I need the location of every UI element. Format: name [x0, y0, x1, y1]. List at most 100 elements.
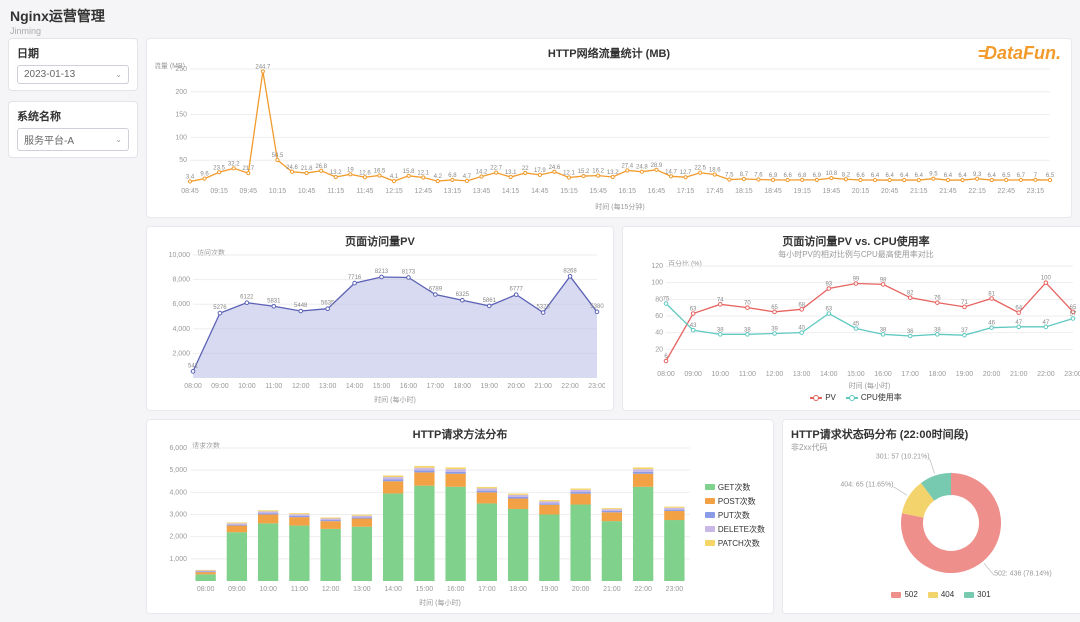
svg-text:15:45: 15:45: [589, 188, 607, 195]
svg-text:16:00: 16:00: [447, 586, 465, 593]
svg-text:16:45: 16:45: [648, 188, 666, 195]
svg-text:9.3: 9.3: [973, 172, 982, 178]
date-field: 日期 2023-01-13 ⌄: [8, 38, 138, 91]
page-title: Nginx运营管理: [10, 6, 1070, 26]
svg-text:26.8: 26.8: [315, 164, 327, 170]
svg-text:8.2: 8.2: [842, 172, 851, 178]
svg-text:23:00: 23:00: [1064, 371, 1080, 378]
svg-text:12:00: 12:00: [766, 371, 784, 378]
svg-text:82: 82: [907, 291, 914, 297]
svg-text:22:00: 22:00: [561, 383, 579, 390]
svg-text:11:45: 11:45: [356, 188, 373, 195]
svg-text:21:00: 21:00: [534, 383, 552, 390]
svg-text:17.9: 17.9: [534, 168, 546, 174]
svg-text:22.7: 22.7: [490, 166, 502, 172]
pvcpu-title: 页面访问量PV vs. CPU使用率: [631, 233, 1080, 249]
svg-text:22:45: 22:45: [998, 188, 1016, 195]
svg-text:5635: 5635: [321, 301, 335, 307]
svg-text:74: 74: [717, 297, 724, 303]
legend-cpu: CPU使用率: [861, 392, 902, 403]
svg-text:4.7: 4.7: [463, 174, 472, 180]
svg-text:12:15: 12:15: [385, 188, 403, 195]
svg-text:100: 100: [651, 280, 663, 287]
svg-text:6.5: 6.5: [1002, 173, 1011, 179]
pvcpu-panel: 页面访问量PV vs. CPU使用率 每小时PV的相对比例与CPU最高使用率对比…: [622, 226, 1080, 411]
svg-text:40: 40: [798, 326, 805, 332]
svg-text:40: 40: [655, 330, 663, 337]
svg-text:13.2: 13.2: [330, 170, 342, 176]
svg-text:5323: 5323: [536, 305, 550, 311]
svg-text:13:00: 13:00: [319, 383, 337, 390]
svg-text:18.6: 18.6: [709, 168, 721, 174]
svg-text:301: 57 (10.21%): 301: 57 (10.21%): [876, 453, 930, 460]
svg-text:13.2: 13.2: [607, 170, 619, 176]
pv-title: 页面访问量PV: [155, 233, 605, 249]
svg-text:43: 43: [690, 323, 697, 329]
svg-text:4.1: 4.1: [390, 174, 399, 180]
svg-text:250: 250: [175, 66, 187, 73]
svg-text:17:00: 17:00: [427, 383, 445, 390]
svg-text:28.9: 28.9: [651, 163, 663, 169]
svg-text:09:00: 09:00: [211, 383, 229, 390]
svg-text:18:00: 18:00: [454, 383, 472, 390]
pvcpu-subtitle: 每小时PV的相对比例与CPU最高使用率对比: [631, 249, 1080, 260]
svg-text:16.5: 16.5: [374, 168, 386, 174]
date-value: 2023-01-13: [24, 69, 75, 80]
svg-text:39: 39: [771, 327, 778, 333]
svg-text:6.9: 6.9: [769, 173, 778, 179]
svg-text:24.6: 24.6: [286, 165, 298, 171]
svg-text:20:00: 20:00: [983, 371, 1001, 378]
date-select[interactable]: 2023-01-13 ⌄: [17, 65, 129, 84]
svg-text:11:00: 11:00: [739, 371, 756, 378]
svg-text:36: 36: [907, 329, 914, 335]
svg-text:16:15: 16:15: [619, 188, 637, 195]
svg-text:12:00: 12:00: [322, 586, 340, 593]
svg-text:11:00: 11:00: [291, 586, 308, 593]
svg-text:14.7: 14.7: [665, 169, 677, 175]
svg-text:65: 65: [1070, 305, 1077, 311]
svg-text:21:00: 21:00: [1010, 371, 1028, 378]
system-select[interactable]: 服务平台-A ⌄: [17, 128, 129, 151]
svg-text:38: 38: [744, 327, 751, 333]
methods-title: HTTP请求方法分布: [155, 426, 765, 442]
svg-text:50.5: 50.5: [272, 153, 284, 159]
svg-text:38: 38: [717, 327, 724, 333]
svg-text:21:15: 21:15: [910, 188, 928, 195]
svg-text:8173: 8173: [402, 269, 416, 275]
svg-text:13:00: 13:00: [793, 371, 811, 378]
date-label: 日期: [17, 45, 129, 61]
page-subtitle: Jinming: [10, 26, 1070, 36]
svg-text:09:00: 09:00: [684, 371, 702, 378]
svg-text:541: 541: [188, 363, 199, 369]
svg-text:14:00: 14:00: [346, 383, 364, 390]
svg-text:21.7: 21.7: [242, 166, 254, 172]
svg-text:5380: 5380: [590, 304, 604, 310]
svg-text:21.8: 21.8: [301, 166, 313, 172]
svg-text:20: 20: [655, 346, 663, 353]
svg-text:47: 47: [1043, 320, 1050, 326]
svg-text:98: 98: [880, 277, 887, 283]
svg-text:6.6: 6.6: [783, 173, 792, 179]
svg-text:75: 75: [663, 297, 670, 303]
svg-text:200: 200: [175, 89, 187, 96]
svg-text:访问次数: 访问次数: [197, 249, 225, 257]
svg-text:20:00: 20:00: [572, 586, 590, 593]
svg-text:5276: 5276: [213, 305, 227, 311]
svg-text:50: 50: [179, 157, 187, 164]
svg-text:9.6: 9.6: [200, 172, 209, 178]
svg-text:63: 63: [825, 307, 832, 313]
system-value: 服务平台-A: [24, 132, 74, 147]
methods-legend: GET次数POST次数PUT次数DELETE次数PATCH次数: [705, 482, 765, 552]
svg-text:5861: 5861: [483, 298, 497, 304]
svg-text:13:45: 13:45: [473, 188, 491, 195]
svg-text:6.5: 6.5: [1046, 173, 1055, 179]
svg-text:15.8: 15.8: [403, 169, 415, 175]
svg-text:19:00: 19:00: [541, 586, 559, 593]
svg-text:9.5: 9.5: [929, 172, 938, 178]
svg-text:100: 100: [175, 134, 187, 141]
svg-text:47: 47: [1015, 320, 1022, 326]
svg-text:12.6: 12.6: [359, 170, 371, 176]
svg-text:4,000: 4,000: [169, 489, 187, 496]
svg-text:17:15: 17:15: [677, 188, 695, 195]
status-title: HTTP请求状态码分布 (22:00时间段): [791, 426, 1080, 442]
